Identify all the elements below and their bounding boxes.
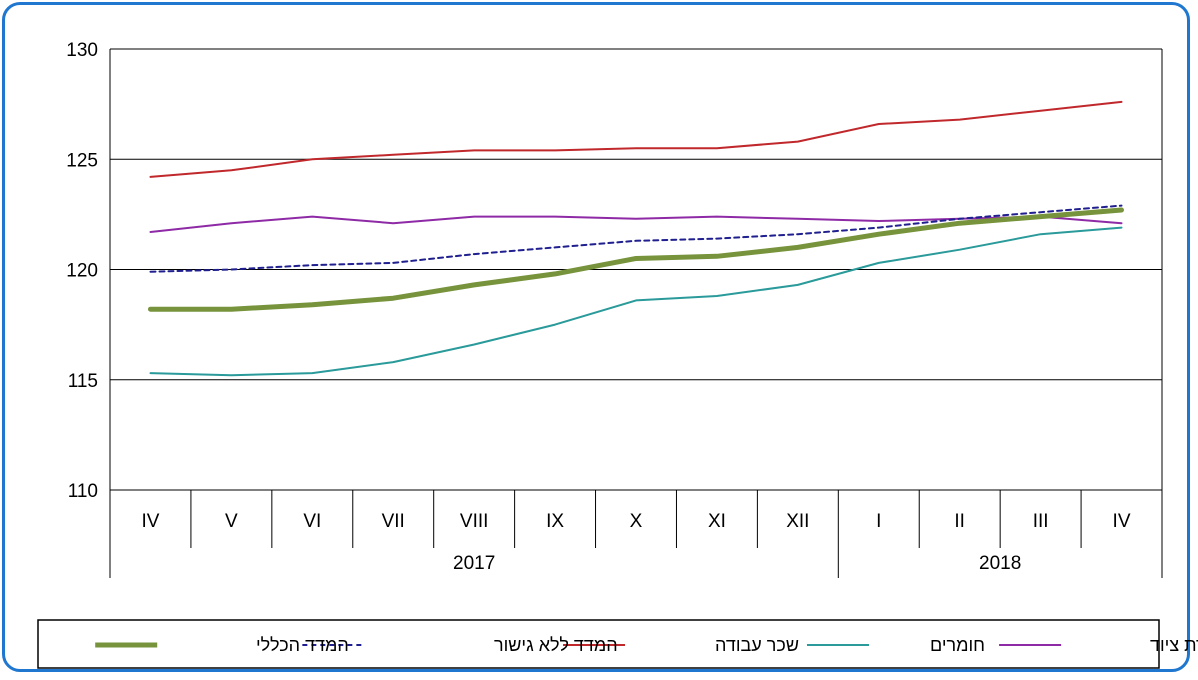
legend-label: המדד ללא גישור — [494, 635, 618, 655]
y-tick-label: 125 — [66, 150, 98, 171]
x-tick-label: IV — [1113, 511, 1131, 532]
legend: שכירת ציוד חומרים שכר עבודה המדד ללא גישור ה… — [37, 619, 1198, 669]
grid-lines — [110, 48, 1162, 491]
x-tick-label: VIII — [460, 511, 489, 532]
legend-label: חומרים — [930, 635, 985, 655]
x-tick-label: I — [876, 511, 881, 532]
y-tick-label: 115 — [68, 371, 98, 392]
legend-label: שכר עבודה — [715, 635, 799, 655]
legend-label: שכירת ציוד — [1150, 635, 1198, 655]
x-tick-label: IV — [141, 511, 159, 532]
series-line-0 — [148, 207, 1124, 312]
x-tick-label: V — [225, 511, 238, 532]
x-tick-label: VII — [382, 511, 405, 532]
chart-frame — [2, 2, 1190, 672]
y-tick-label: 120 — [66, 261, 98, 282]
x-tick-label: VI — [303, 511, 321, 532]
x-tick-label: X — [630, 511, 643, 532]
x-tick-label: XII — [786, 511, 809, 532]
x-tick-label: II — [954, 511, 965, 532]
series-line-3 — [149, 226, 1123, 377]
series-line-1 — [149, 204, 1123, 273]
x-tick-label: IX — [546, 511, 564, 532]
x-tick-label: XI — [708, 511, 726, 532]
series-lines — [148, 100, 1124, 377]
y-tick-label: 130 — [66, 40, 98, 61]
year-label: 2018 — [979, 553, 1021, 574]
series-line-2 — [149, 100, 1123, 178]
year-label: 2017 — [453, 553, 495, 574]
x-tick-label: III — [1033, 511, 1049, 532]
legend-label: המדד הכללי — [256, 635, 349, 655]
y-tick-label: 110 — [68, 481, 98, 502]
